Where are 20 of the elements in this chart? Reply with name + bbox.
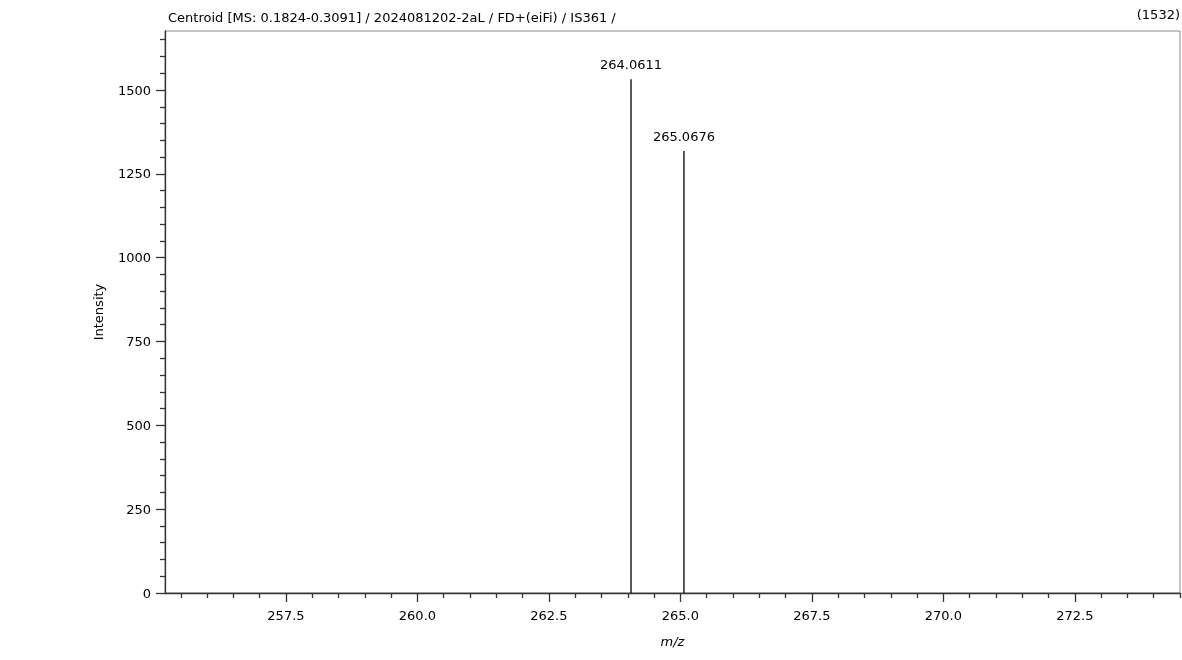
x-tick-label: 262.5 xyxy=(530,608,568,623)
annotation: 264.0611 xyxy=(600,57,663,73)
y-tick-label: 0 xyxy=(142,585,151,601)
chart-title: Centroid [MS: 0.1824-0.3091] / 2024081202-2aL / FD+(eiFi) / IS361 / xyxy=(168,10,617,25)
x-tick-label: 267.5 xyxy=(793,608,831,623)
y-tick-label: 500 xyxy=(126,417,151,433)
x-tick-label: 260.0 xyxy=(398,608,437,623)
x-axis-title: m/z xyxy=(660,634,686,649)
y-tick-label: 750 xyxy=(126,334,151,350)
x-tick-label: 272.5 xyxy=(1056,608,1094,623)
x-tick-label: 270.0 xyxy=(924,608,962,623)
annotation: 265.0676 xyxy=(652,129,715,145)
y-tick-label: 1500 xyxy=(117,82,151,98)
text: (1532) xyxy=(1136,7,1180,22)
y-tick-label: 1250 xyxy=(117,166,151,182)
x-tick-label: 265.0 xyxy=(661,608,699,623)
y-tick-label: 250 xyxy=(126,501,151,517)
y-axis-title: Intensity xyxy=(91,283,106,341)
x-tick-label: 257.5 xyxy=(267,608,305,623)
y-tick-label: 1000 xyxy=(117,250,151,266)
